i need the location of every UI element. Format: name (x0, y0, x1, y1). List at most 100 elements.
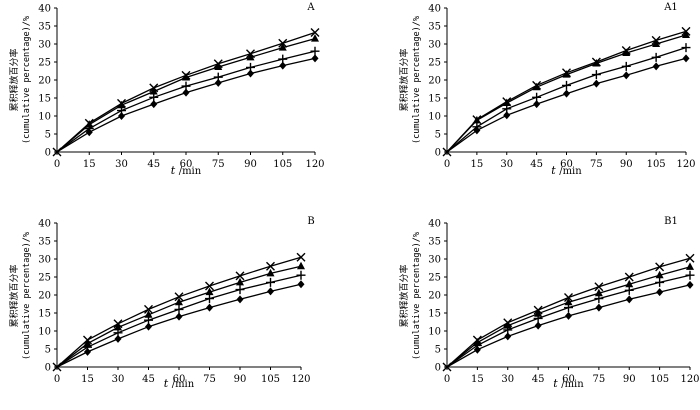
data-point-diamond (279, 61, 287, 70)
data-point-diamond (656, 288, 664, 297)
data-point-diamond (118, 112, 125, 120)
data-point-x (174, 292, 184, 302)
x-tick-label: 105 (273, 159, 292, 170)
data-point-x (296, 252, 306, 262)
x-tick-label: 15 (81, 374, 94, 385)
data-point-triangle (652, 39, 661, 47)
data-point-triangle (182, 72, 190, 81)
y-tick-label: 20 (428, 76, 441, 87)
data-point-plus (562, 80, 571, 90)
data-point-diamond (652, 62, 660, 71)
panel-label: B1 (664, 216, 678, 227)
chart-panel-b: 0 5 10 15 20 25 30 35 40 0 15 30 45 60 75 90 105 120 B 累积释放… (8, 216, 315, 390)
y-tick-label: 35 (38, 22, 51, 33)
data-point-diamond (267, 287, 274, 296)
data-point-diamond (114, 334, 122, 343)
y-tick-label: 0 (45, 148, 51, 159)
chart-panel-b1: 0 5 10 15 20 25 30 35 40 0 15 30 45 60 75 90 105 120 B1 累积释… (398, 216, 700, 390)
data-point-triangle (472, 115, 481, 124)
x-axis-label-unit: /min (561, 379, 584, 390)
x-tick-label: 90 (620, 159, 633, 170)
data-point-diamond (85, 128, 93, 137)
x-tick-label: 105 (650, 374, 669, 385)
data-point-plus (564, 303, 573, 313)
data-point-triangle (592, 58, 601, 67)
data-point-plus (621, 61, 631, 71)
data-point-triangle (594, 288, 603, 297)
data-point-triangle (655, 270, 664, 279)
y-tick-label: 5 (435, 345, 441, 356)
y-axis-label-cn: 累积释放百分率 (8, 48, 20, 111)
x-tick-label: 90 (244, 159, 257, 170)
series-line (56, 274, 302, 368)
y-tick-label: 25 (428, 273, 441, 284)
x-axis-label: t /min (164, 377, 195, 390)
panel-label: A1 (663, 2, 678, 13)
data-point-triangle (622, 48, 631, 56)
data-point-plus (594, 294, 604, 304)
data-point-plus (624, 285, 634, 295)
y-tick-label: 5 (45, 130, 51, 141)
data-point-triangle (297, 261, 305, 270)
data-point-x (235, 271, 245, 281)
data-point-diamond (150, 100, 158, 109)
y-tick-label: 10 (428, 327, 441, 338)
y-tick-label: 15 (38, 309, 51, 320)
x-tick-label: 60 (173, 374, 186, 385)
data-point-x (594, 282, 604, 292)
data-point-plus (681, 43, 691, 53)
series-plus (56, 270, 306, 368)
series-plus (56, 46, 320, 153)
x-tick-label: 0 (54, 159, 60, 170)
data-point-x (144, 304, 153, 314)
x-axis-label-var: t (553, 377, 561, 390)
data-point-plus (591, 70, 601, 80)
data-point-plus (533, 313, 543, 323)
data-point-x (624, 272, 634, 282)
y-tick-label: 15 (38, 94, 51, 105)
y-axis-label-en: (cumulative percentage)/% (412, 16, 422, 144)
data-point-triangle (236, 277, 244, 286)
x-tick-label: 30 (115, 159, 128, 170)
series-triangle (56, 261, 305, 368)
data-point-triangle (562, 70, 571, 78)
y-tick-label: 30 (38, 40, 51, 51)
data-point-triangle (214, 62, 223, 71)
data-point-diamond (565, 311, 572, 320)
y-tick-label: 25 (428, 58, 441, 69)
data-point-x (564, 293, 573, 303)
y-tick-label: 25 (38, 58, 51, 69)
y-axis-label: 累积释放百分率 (cumulative percentage)/% (398, 232, 422, 360)
data-point-diamond (84, 347, 91, 356)
y-tick-label: 10 (38, 112, 51, 123)
x-tick-label: 60 (562, 374, 575, 385)
data-point-triangle (175, 297, 183, 306)
data-point-plus (235, 285, 245, 295)
series-line (446, 274, 691, 368)
y-axis-label: 累积释放百分率 (cumulative percentage)/% (398, 16, 422, 144)
x-tick-label: 105 (647, 159, 666, 170)
data-point-triangle (532, 82, 541, 91)
y-axis-label-cn: 累积释放百分率 (398, 48, 410, 111)
data-point-plus (296, 270, 306, 280)
data-point-triangle (502, 98, 511, 107)
x-tick-label: 120 (305, 159, 324, 170)
series-plus (446, 270, 695, 368)
data-point-diamond (297, 280, 305, 289)
data-point-plus (266, 277, 275, 287)
panel-label: B (307, 216, 314, 227)
x-axis-label-unit: /min (559, 166, 582, 177)
x-tick-label: 75 (212, 159, 225, 170)
data-point-diamond (473, 126, 481, 135)
y-tick-label: 40 (38, 219, 51, 230)
x-tick-label: 0 (444, 374, 450, 385)
x-tick-label: 45 (142, 374, 155, 385)
x-axis-label-unit: /min (172, 379, 195, 390)
x-tick-label: 30 (501, 374, 514, 385)
data-point-diamond (563, 89, 570, 98)
x-axis-label: t /min (171, 164, 202, 177)
series-triangle (446, 30, 690, 153)
data-point-x (205, 281, 214, 291)
x-tick-label: 120 (680, 374, 699, 385)
data-point-triangle (564, 297, 573, 306)
